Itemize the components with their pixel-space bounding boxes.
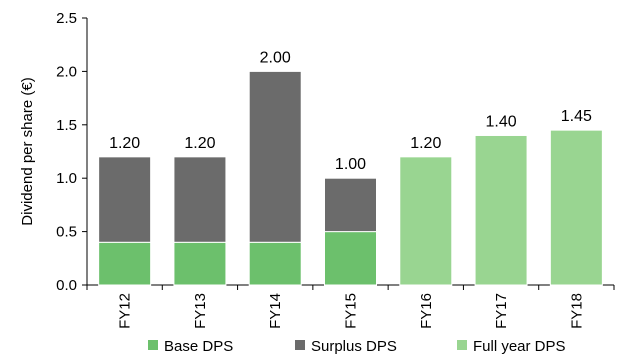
bar-segment	[173, 241, 227, 286]
legend-swatch	[457, 340, 467, 350]
legend: Base DPS Surplus DPS Full year DPS	[148, 338, 566, 355]
y-tick-label: 0.0	[56, 277, 77, 294]
legend-label: Base DPS	[164, 338, 233, 355]
y-axis-title: Dividend per share (€)	[19, 77, 36, 225]
x-tick-label: FY18	[568, 293, 585, 329]
bar-total-label: 1.40	[486, 113, 517, 130]
bar-segment	[248, 70, 302, 243]
legend-label: Full year DPS	[473, 338, 566, 355]
x-axis: FY12 FY13 FY14 FY15 FY16 FY17 FY18	[86, 284, 615, 329]
y-axis: 0.0 0.5 1.0 1.5 2.0 2.5	[56, 10, 88, 294]
value-labels: 1.20 1.20 2.00 1.00 1.20 1.40 1.45	[109, 49, 592, 173]
y-tick-label: 1.5	[56, 117, 77, 134]
bar-segment	[324, 231, 377, 286]
y-tick-label: 2.5	[56, 10, 77, 27]
bar-total-label: 2.00	[260, 49, 291, 66]
y-tick-label: 2.0	[56, 63, 77, 80]
bar-segment	[549, 129, 603, 286]
legend-swatch	[295, 340, 305, 350]
bar-total-label: 1.20	[184, 135, 215, 152]
y-tick-label: 1.0	[56, 170, 77, 187]
bars	[98, 70, 603, 286]
bar-segment	[98, 241, 152, 286]
legend-label: Surplus DPS	[311, 338, 397, 355]
x-tick-label: FY12	[117, 293, 134, 329]
bar-segment	[474, 134, 528, 286]
bar-total-label: 1.45	[561, 108, 592, 125]
bar-total-label: 1.20	[410, 135, 441, 152]
bar-segment	[324, 177, 377, 233]
x-tick-label: FY16	[418, 293, 435, 329]
x-tick-label: FY17	[493, 293, 510, 329]
bar-segment	[248, 241, 302, 286]
bar-segment	[399, 156, 453, 286]
bar-segment	[98, 156, 152, 243]
legend-swatch	[148, 340, 158, 350]
y-tick-label: 0.5	[56, 224, 77, 241]
bar-total-label: 1.00	[335, 156, 366, 173]
bar-total-label: 1.20	[109, 135, 140, 152]
x-tick-label: FY15	[343, 293, 360, 329]
x-tick-label: FY13	[192, 293, 209, 329]
bar-segment	[173, 156, 227, 243]
x-tick-label: FY14	[267, 293, 284, 329]
